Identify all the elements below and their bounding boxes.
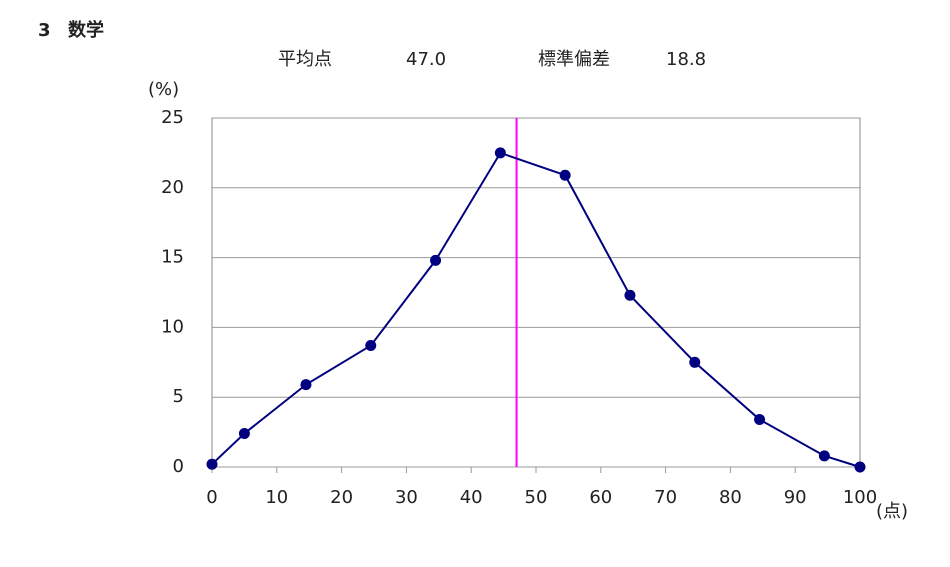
data-point	[818, 450, 830, 462]
mean-name: 平均点	[278, 49, 332, 70]
data-point	[300, 379, 312, 391]
y-tick-label: 25	[161, 107, 184, 128]
x-tick-label: 80	[719, 487, 742, 508]
data-point	[754, 414, 766, 426]
x-tick-label: 50	[525, 487, 548, 508]
data-point	[494, 147, 506, 159]
y-tick-label: 5	[173, 386, 184, 407]
data-point	[365, 340, 377, 352]
y-tick-label: 20	[161, 177, 184, 198]
section-number: 3	[38, 20, 51, 41]
x-tick-label: 70	[654, 487, 677, 508]
x-tick-label: 10	[265, 487, 288, 508]
x-tick-label: 100	[843, 487, 877, 508]
sd-name: 標準偏差	[538, 49, 610, 70]
x-tick-label: 60	[589, 487, 612, 508]
data-point	[430, 254, 442, 266]
sd-value: 18.8	[666, 49, 706, 70]
data-point	[238, 427, 250, 439]
x-axis-label: (点)	[876, 501, 908, 522]
mean-value: 47.0	[406, 49, 446, 70]
y-tick-label: 0	[173, 456, 184, 477]
plot-area	[211, 117, 861, 468]
y-tick-label: 15	[161, 247, 184, 268]
data-point	[559, 169, 571, 181]
data-point	[854, 461, 866, 473]
data-point	[206, 458, 218, 470]
x-tick-label: 0	[206, 487, 217, 508]
x-tick-label: 90	[784, 487, 807, 508]
y-tick-label: 10	[161, 316, 184, 337]
x-tick-label: 40	[460, 487, 483, 508]
data-line	[211, 151, 861, 468]
y-axis-label: (%)	[148, 79, 179, 100]
chart-title: 数学	[68, 19, 104, 41]
data-point	[689, 356, 701, 368]
x-tick-label: 30	[395, 487, 418, 508]
x-tick-label: 20	[330, 487, 353, 508]
data-point	[624, 289, 636, 301]
